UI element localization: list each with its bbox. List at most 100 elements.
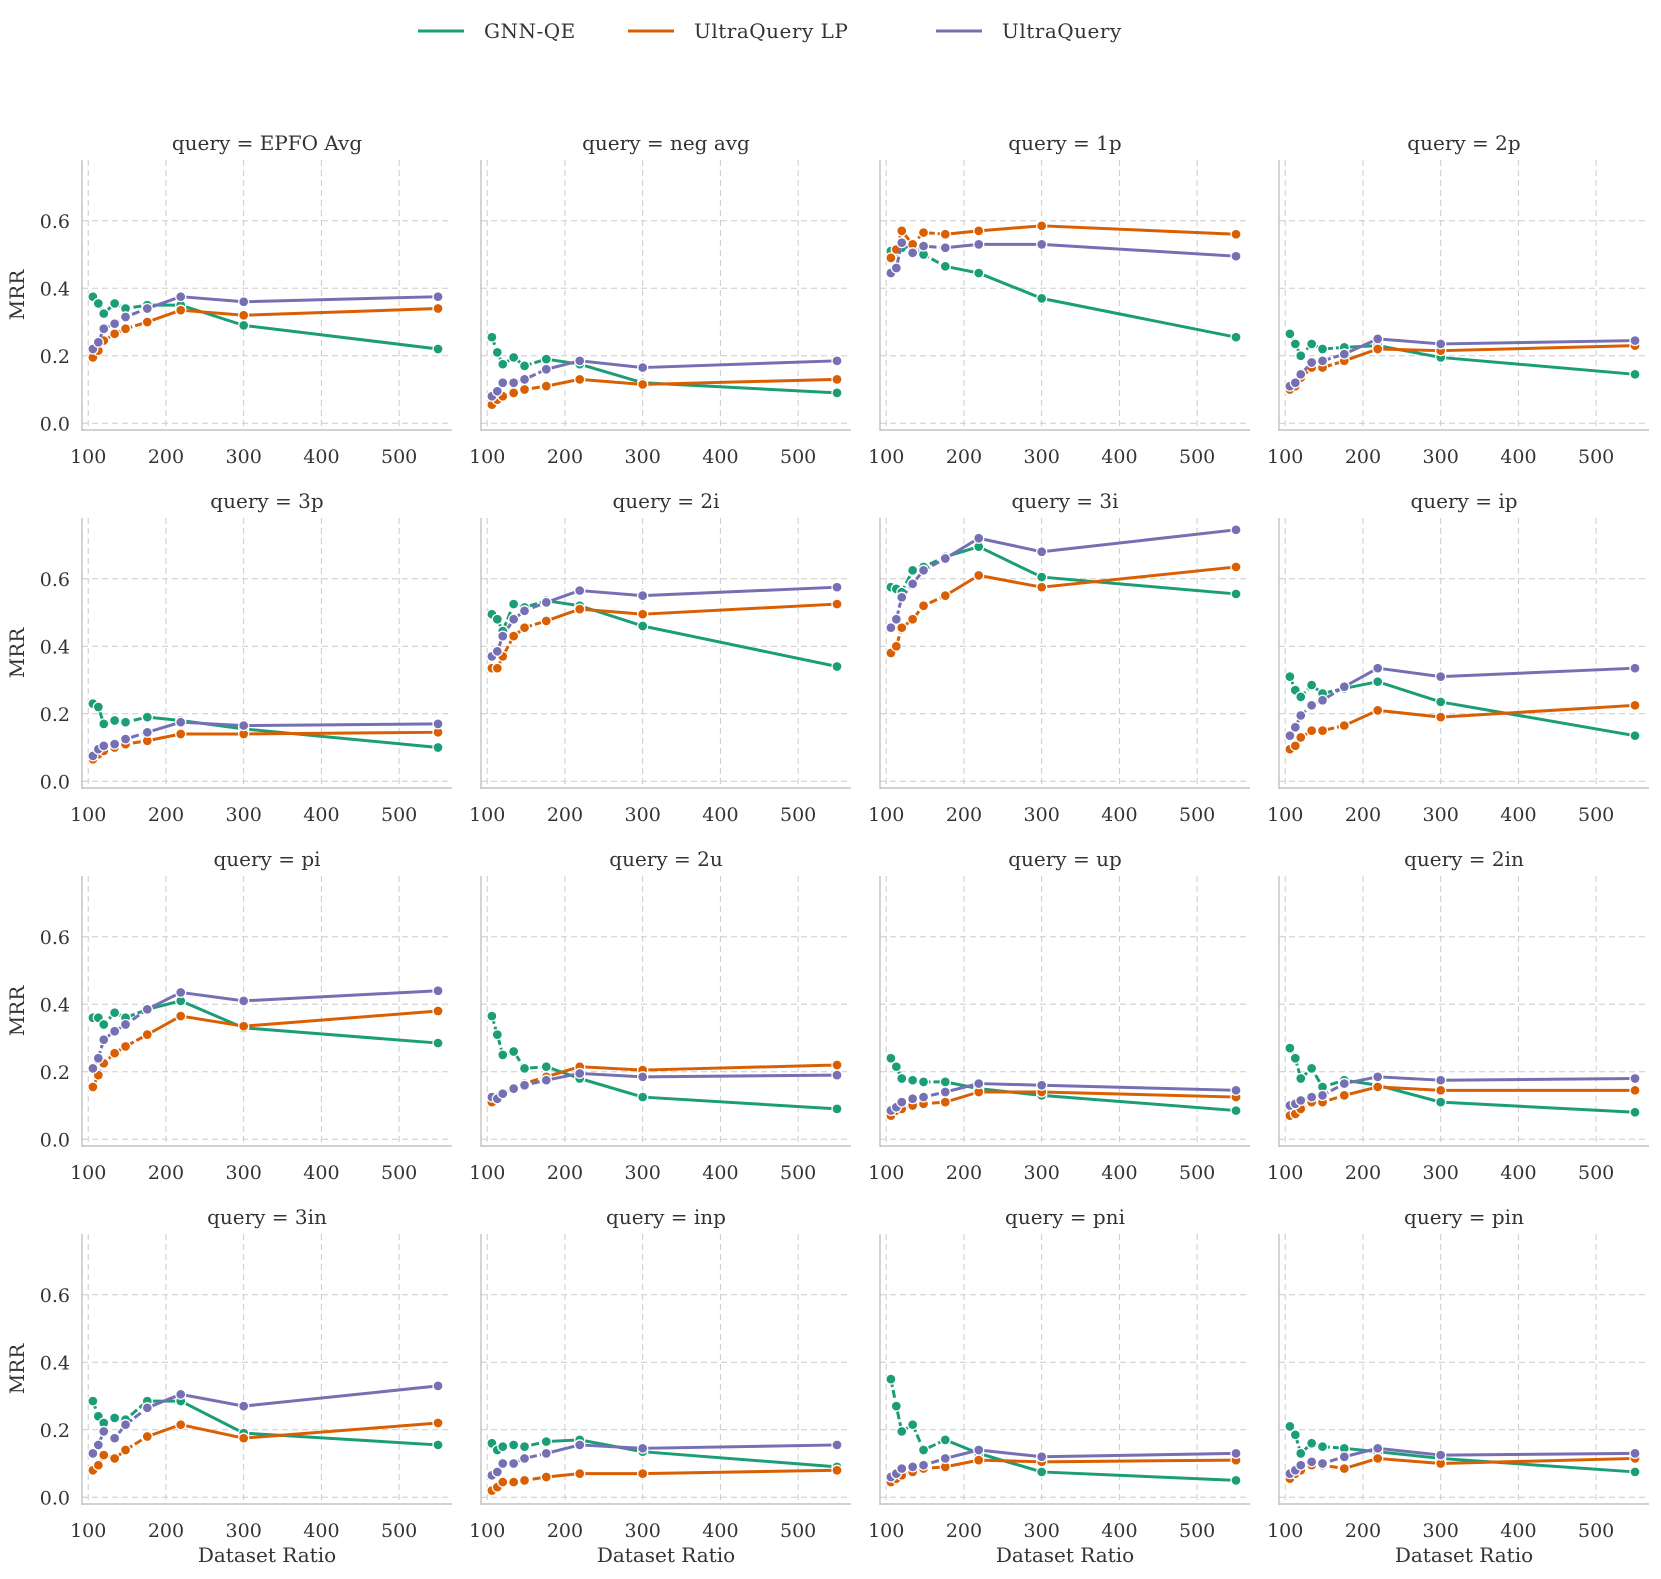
point-gnn-qe [507,1045,520,1058]
point-ultraquery-lp [92,1459,104,1471]
point-ultraquery [1372,1071,1384,1083]
point-ultraquery-lp [238,1432,250,1444]
series-line-gnn-qe [546,357,838,395]
series-line-gnn-qe [944,1438,1237,1482]
series-line-ultraquery [944,528,1237,560]
point-ultraquery [92,1052,104,1064]
panel-inp: 100 200 300 400 500 Dataset Ratio query = inp [469,1205,851,1567]
point-ultraquery [175,986,187,999]
panel-pi: 100 200 300 400 500 0.0 0.2 0.4 0.6 MRR query = pi [5,847,452,1184]
point-ultraquery [831,355,843,367]
point-ultraquery [98,740,110,752]
point-ultraquery [518,373,531,386]
x-tick-label: 500 [1179,1162,1215,1184]
series-line-ultraquery [944,1448,1237,1460]
panel-title: query = EPFO Avg [172,131,362,155]
point-ultraquery [1295,368,1307,380]
point-ultraquery [917,1459,930,1471]
x-tick-label: 400 [1500,1520,1536,1542]
point-ultraquery-lp [87,1081,99,1093]
point-ultraquery-lp [540,615,552,627]
x-axis-label: Dataset Ratio [996,1543,1134,1567]
x-tick-label: 500 [1578,1520,1614,1542]
x-tick-label: 300 [226,804,262,826]
series-line-ultraquery-lp [1343,703,1636,727]
y-axis-label: MRR [5,627,29,679]
point-ultraquery-lp [518,383,531,396]
point-ultraquery [491,645,503,657]
y-tick-label: 0.2 [40,704,70,726]
point-ultraquery [890,262,902,274]
point-ultraquery-lp [238,309,250,321]
point-gnn-qe [896,1425,908,1438]
y-axis-label: MRR [5,269,29,321]
point-ultraquery [906,1093,919,1105]
point-ultraquery [540,596,552,609]
point-ultraquery-lp [1036,581,1048,593]
x-tick-label: 400 [1500,1162,1536,1184]
point-ultraquery-lp [574,603,586,615]
x-tick-label: 300 [226,1520,262,1542]
series-line-ultraquery-lp [146,307,439,324]
point-ultraquery-lp [973,225,985,237]
point-ultraquery-lp [98,1449,110,1461]
point-gnn-qe [540,353,552,365]
point-ultraquery-lp [175,1010,187,1022]
point-ultraquery-lp [141,1028,153,1041]
x-tick-label: 100 [469,1162,505,1184]
point-ultraquery-lp [831,1059,843,1071]
point-gnn-qe [1629,1466,1641,1478]
point-gnn-qe [906,1419,919,1431]
x-tick-label: 400 [702,1162,738,1184]
point-ultraquery-lp [432,1417,444,1429]
panel-2u: 100 200 300 400 500 query = 2u [469,847,851,1184]
point-gnn-qe [896,1072,908,1085]
x-tick-label: 300 [226,1162,262,1184]
series-line-ultraquery-lp [1343,344,1636,363]
x-tick-label: 200 [1345,1520,1381,1542]
x-tick-label: 300 [625,1162,661,1184]
point-ultraquery [92,336,104,348]
point-gnn-qe [1289,338,1301,350]
y-tick-label: 0.6 [40,211,70,233]
point-ultraquery-lp [831,598,843,610]
point-gnn-qe [885,1373,897,1385]
x-tick-label: 300 [1024,804,1060,826]
point-gnn-qe [831,660,843,673]
point-ultraquery [906,247,919,259]
x-tick-label: 100 [1267,804,1303,826]
point-ultraquery-lp [497,1476,509,1488]
point-ultraquery-lp [432,302,444,315]
point-ultraquery [896,1462,908,1475]
series-line-gnn-qe [147,1399,439,1447]
point-ultraquery [491,1466,503,1478]
x-tick-label: 100 [1267,446,1303,468]
point-ultraquery-lp [906,613,919,625]
point-ultraquery [141,726,153,738]
x-tick-label: 400 [702,446,738,468]
point-gnn-qe [831,1103,843,1115]
series-line-ultraquery-lp [146,1009,439,1036]
point-ultraquery-lp [1230,228,1242,240]
point-gnn-qe [973,267,985,279]
point-gnn-qe [108,1412,121,1424]
point-gnn-qe [491,1028,503,1041]
x-tick-label: 300 [625,446,661,468]
point-ultraquery [141,1402,153,1414]
x-tick-label: 500 [780,1520,816,1542]
point-gnn-qe [1036,571,1048,583]
x-tick-label: 500 [1179,446,1215,468]
point-ultraquery [1036,238,1048,251]
point-ultraquery [238,719,250,732]
point-ultraquery [1338,1451,1350,1463]
panel-title: query = 1p [1008,131,1121,155]
point-ultraquery [890,613,902,625]
point-ultraquery [637,1442,649,1454]
point-ultraquery [540,1447,552,1460]
point-ultraquery [507,377,520,389]
point-ultraquery [1372,662,1384,674]
x-tick-label: 100 [868,1162,904,1184]
x-tick-label: 300 [625,804,661,826]
point-gnn-qe [1305,1437,1318,1449]
